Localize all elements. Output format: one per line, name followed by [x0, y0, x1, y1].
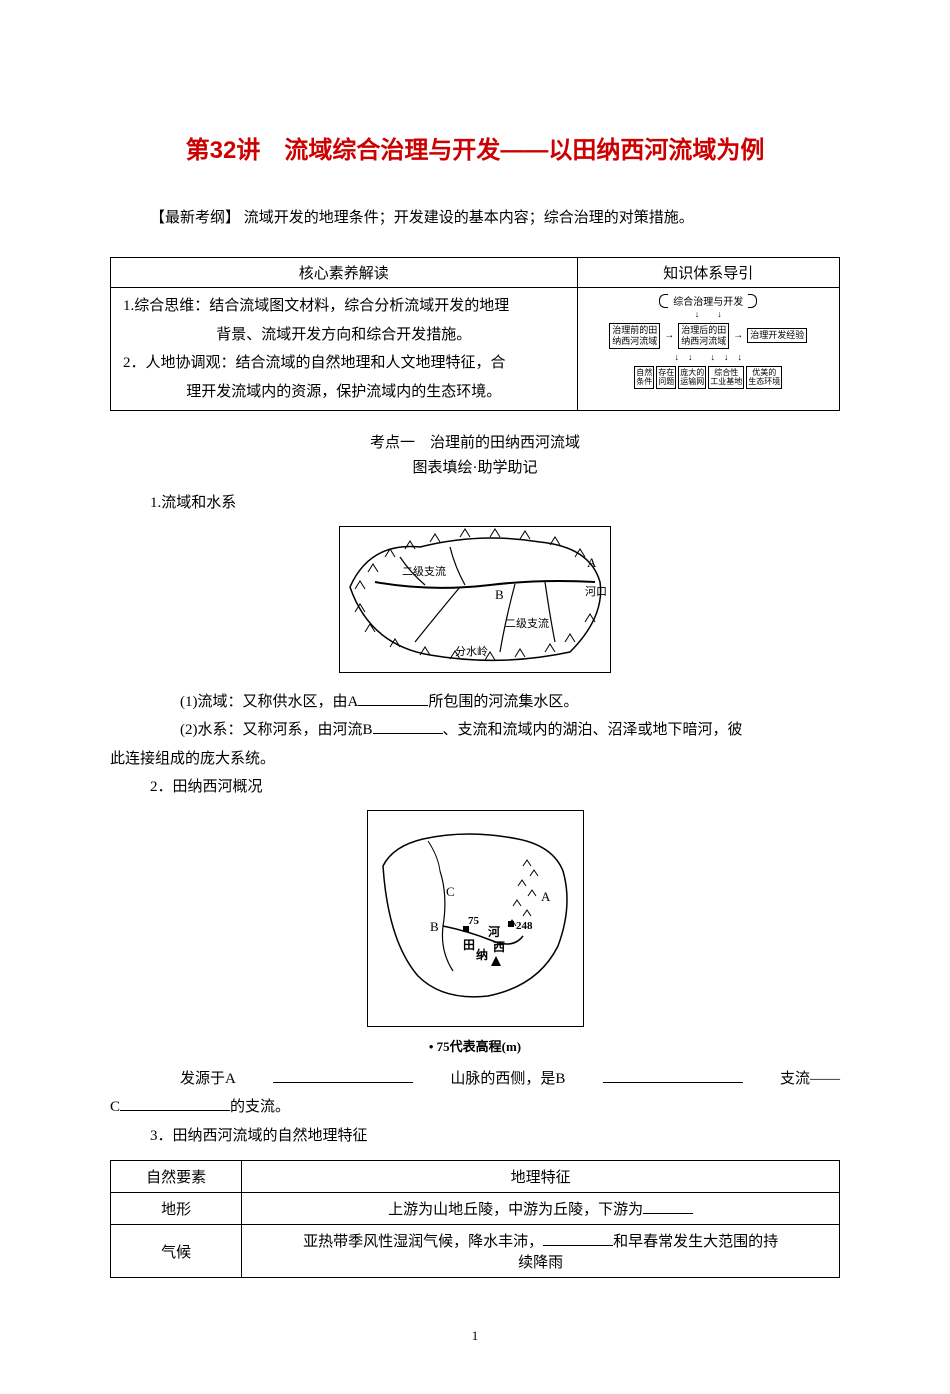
r1c2-a: 上游为山地丘陵，中游为丘陵，下游为 [388, 1202, 643, 1218]
row2-num: 2． [123, 355, 146, 371]
label-a: A [587, 555, 597, 570]
label-fenshui: 分水岭 [455, 644, 488, 658]
summary-table: 核心素养解读 知识体系导引 1.综合思维：结合流域图文材料，综合分析流域开发的地… [110, 257, 840, 411]
s1-p2-b: 、支流和流域内的湖泊、沼泽或地下暗河，彼 [443, 722, 743, 738]
arrow-down-icon: ↓ ↓ ↓ ↓ ↓ [609, 353, 807, 362]
map-xi: 西 [493, 940, 505, 954]
row2-a: 人地协调观：结合流域的自然地理和人文地理特征，合 [146, 355, 506, 371]
map-n248: 248 [516, 920, 533, 932]
arrow-right-icon: → [664, 330, 674, 341]
s1-p2-a: (2)水系：又称河系，由河流B [180, 722, 373, 738]
map-na: 纳 [476, 947, 488, 962]
row1-a: 综合思维：结合流域图文材料，综合分析流域开发的地理 [134, 298, 509, 314]
suyang-cell: 1.综合思维：结合流域图文材料，综合分析流域开发的地理 背景、流域开发方向和综合… [111, 288, 578, 411]
lesson-title: 第32讲 流域综合治理与开发——以田纳西河流域为例 [110, 130, 840, 165]
map-c: C [446, 884, 455, 899]
s1-p1: (1)流域：又称供水区，由A 所包围的河流集水区。 [110, 688, 840, 717]
r2c2-b: 和早春常发生大范围的持 [613, 1234, 778, 1250]
flow-mid-far: 治理开发经验 [747, 328, 807, 343]
map-b: B [430, 919, 439, 934]
blank [643, 1198, 693, 1214]
page-number: 1 [110, 1328, 840, 1344]
s1-p1-b: 所包围的河流集水区。 [428, 694, 578, 710]
flow-mid-left: 治理前的田纳西河流域 [609, 323, 660, 349]
row1-b: 背景、流域开发方向和综合开发措施。 [119, 321, 569, 350]
th-element: 自然要素 [111, 1161, 242, 1193]
blank [273, 1067, 413, 1083]
blank [373, 718, 443, 734]
map-a: A [541, 889, 551, 904]
blank [358, 690, 428, 706]
flow-top: 综合治理与开发 [667, 292, 749, 309]
figure-usa-map: 75 248 A B C 田 纳 西 河 • 75代表高程(m) [110, 810, 840, 1055]
label-b: B [495, 587, 504, 602]
s2-a3: 支流—— [780, 1071, 840, 1087]
r2c2-c: 续降雨 [518, 1255, 563, 1271]
flow-b3: 庞大的运输网 [678, 366, 706, 389]
blank [603, 1067, 743, 1083]
s2-b2: 的支流。 [230, 1099, 290, 1115]
arrow-down-icon: ↓ ↓ [609, 310, 807, 319]
header-zhishi: 知识体系导引 [577, 258, 839, 288]
s1-p1-a: (1)流域：又称供水区，由A [180, 694, 358, 710]
r2c2-a: 亚热带季风性湿润气候，降水丰沛， [303, 1234, 543, 1250]
blank [543, 1230, 613, 1246]
row1-num: 1. [123, 298, 134, 314]
s1-p2-line1: (2)水系：又称河系，由河流B 、支流和流域内的湖泊、沼泽或地下暗河，彼 [110, 716, 840, 745]
label-tributary: 二级支流 [402, 564, 446, 578]
td-dixing-desc: 上游为山地丘陵，中游为丘陵，下游为 [242, 1193, 840, 1225]
td-dixing: 地形 [111, 1193, 242, 1225]
td-qihou: 气候 [111, 1225, 242, 1278]
figure-watershed: 二级支流 二级支流 A B 河口 分水岭 [110, 526, 840, 678]
s2-p-line1: 发源于A 山脉的西侧，是B 支流—— [110, 1065, 840, 1094]
features-table: 自然要素 地理特征 地形 上游为山地丘陵，中游为丘陵，下游为 气候 亚热带季风性… [110, 1160, 840, 1278]
blank [120, 1095, 230, 1111]
kaodian-line2: 图表填绘·助学助记 [110, 456, 840, 477]
row2-b: 理开发流域内的资源，保护流域内的生态环境。 [119, 378, 569, 407]
header-suyang: 核心素养解读 [111, 258, 578, 288]
arrow-right-icon: → [733, 330, 743, 341]
kaodian-line1: 考点一 治理前的田纳西河流域 [110, 431, 840, 452]
kaogang-label: 【最新考纲】 [150, 205, 240, 232]
flow-b4: 综合性工业基地 [708, 366, 744, 389]
flow-b2: 存在问题 [656, 366, 676, 389]
s2-heading: 2．田纳西河概况 [110, 773, 840, 802]
s1-heading: 1.流域和水系 [110, 489, 840, 518]
s1-p2-line2: 此连接组成的庞大系统。 [110, 745, 840, 774]
s3-heading: 3．田纳西河流域的自然地理特征 [110, 1122, 840, 1151]
map-caption: • 75代表高程(m) [110, 1036, 840, 1055]
flow-b1: 自然条件 [634, 366, 654, 389]
s2-a2: 山脉的西侧，是B [450, 1071, 565, 1087]
map-tian: 田 [463, 938, 475, 952]
kaogang-line: 【最新考纲】 流域开发的地理条件；开发建设的基本内容；综合治理的对策措施。 [150, 205, 840, 232]
flow-mid-right: 治理后的田纳西河流域 [678, 323, 729, 349]
label-hekou: 河口 [585, 585, 607, 598]
s2-p-line2: C 的支流。 [110, 1093, 840, 1122]
flow-diagram: 综合治理与开发 ↓ ↓ 治理前的田纳西河流域 → 治理后的田纳西河流域 → 治理… [609, 292, 807, 389]
flow-diagram-cell: 综合治理与开发 ↓ ↓ 治理前的田纳西河流域 → 治理后的田纳西河流域 → 治理… [577, 288, 839, 411]
s2-a1: 发源于A [180, 1071, 236, 1087]
map-he: 河 [487, 924, 500, 939]
kaogang-text: 流域开发的地理条件；开发建设的基本内容；综合治理的对策措施。 [244, 210, 694, 226]
map-n75: 75 [468, 915, 480, 927]
flow-b5: 优美的生态环境 [746, 366, 782, 389]
th-feature: 地理特征 [242, 1161, 840, 1193]
label-tributary2: 二级支流 [505, 616, 549, 630]
td-qihou-desc: 亚热带季风性湿润气候，降水丰沛， 和早春常发生大范围的持 续降雨 [242, 1225, 840, 1278]
s2-b1: C [110, 1099, 120, 1115]
